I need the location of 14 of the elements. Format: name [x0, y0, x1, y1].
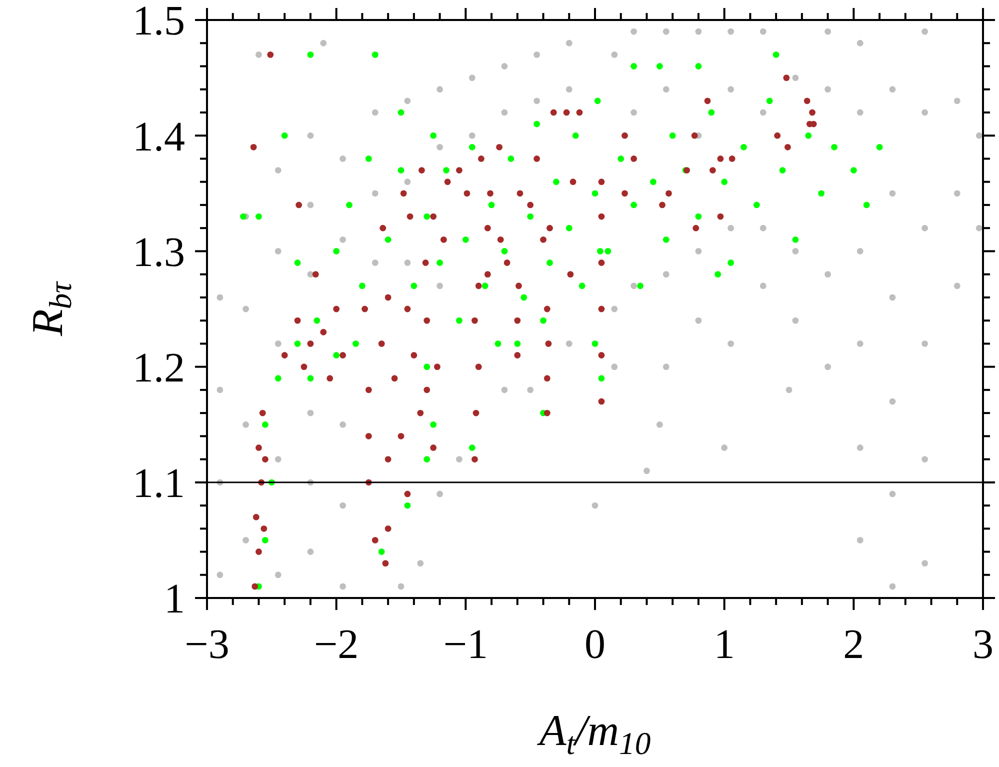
x-tick-label: 2 — [843, 622, 864, 668]
y-tick-label: 1.2 — [132, 346, 185, 392]
x-tick-label: 0 — [584, 622, 606, 668]
y-tick-label: 1 — [164, 576, 185, 623]
x-tick-label: −1 — [443, 622, 488, 668]
x-tick-label: 1 — [714, 622, 735, 668]
y-tick-label: 1.4 — [132, 114, 185, 160]
y-tick-label: 1.1 — [132, 461, 185, 508]
y-tick-label: 1.3 — [132, 230, 185, 276]
y-tick-label: 1.5 — [132, 0, 185, 45]
x-tick-label: −2 — [314, 622, 359, 668]
x-tick-label: 3 — [972, 622, 994, 668]
x-tick-label: −3 — [184, 622, 230, 668]
x-axis-title: A$_{t}$/m$_{10}$ — [536, 706, 651, 761]
